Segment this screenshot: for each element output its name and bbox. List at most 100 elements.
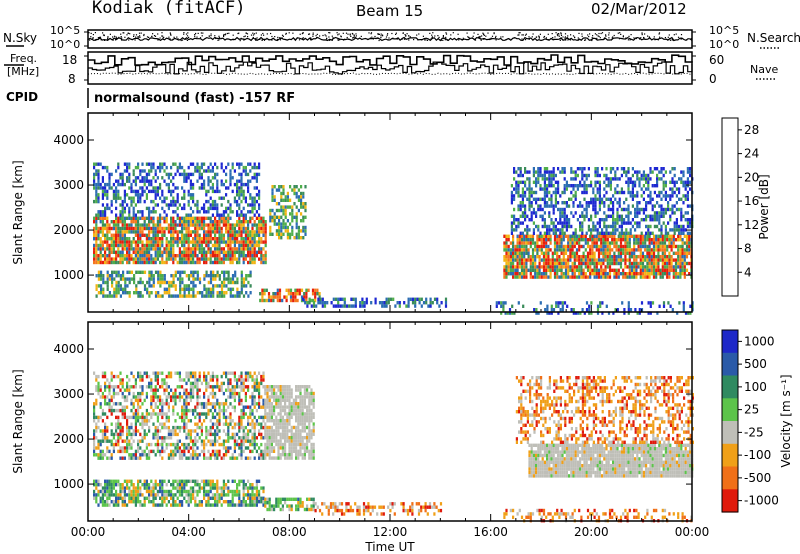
range-cell: [440, 301, 443, 305]
range-cell: [196, 199, 199, 204]
range-cell: [143, 254, 146, 258]
range-cell: [407, 297, 410, 301]
nsearch-dot: [371, 36, 373, 38]
range-cell: [589, 261, 592, 266]
range-cell: [189, 172, 192, 177]
range-cell: [238, 260, 241, 265]
range-cell: [123, 182, 126, 187]
range-cell: [236, 193, 239, 197]
range-cell: [112, 233, 115, 237]
range-cell: [189, 230, 192, 234]
range-cell: [167, 186, 170, 190]
range-cell: [575, 258, 579, 262]
range-cell: [95, 223, 98, 227]
range-cell: [612, 218, 615, 222]
range-cell: [605, 197, 608, 201]
range-cell: [657, 268, 660, 272]
nsearch-dot: [392, 37, 394, 39]
range-cell: [602, 268, 605, 272]
range-cell: [108, 381, 111, 386]
range-cell: [553, 241, 557, 245]
range-cell: [189, 182, 192, 187]
range-cell: [540, 248, 543, 252]
range-cell: [628, 265, 631, 269]
nsearch-dot: [325, 35, 327, 37]
nsearch-dot: [338, 39, 340, 41]
range-cell: [641, 258, 645, 262]
range-cell: [541, 214, 544, 218]
range-cell: [576, 167, 579, 171]
range-cell: [137, 395, 140, 399]
range-cell: [642, 177, 645, 181]
nsearch-dot: [232, 39, 234, 41]
range-cell: [134, 449, 137, 454]
nsearch-dot: [524, 37, 526, 39]
range-cell: [255, 250, 258, 254]
range-cell: [660, 214, 663, 218]
range-cell: [583, 180, 586, 184]
range-cell: [529, 265, 532, 269]
range-cell: [668, 268, 671, 272]
range-cell: [159, 165, 162, 170]
range-cell: [503, 234, 506, 238]
range-cell: [174, 287, 177, 291]
range-cell: [611, 234, 614, 238]
range-cell: [194, 254, 197, 258]
range-cell: [104, 233, 107, 237]
y-axis-label: Slant Range [km]: [11, 160, 25, 264]
range-cell: [174, 186, 177, 190]
range-cell: [170, 179, 173, 183]
range-cell: [674, 261, 678, 266]
range-cell: [222, 182, 225, 187]
range-cell: [244, 213, 247, 217]
range-cell: [609, 197, 612, 201]
range-cell: [145, 223, 148, 227]
range-cell: [179, 291, 182, 295]
range-cell: [258, 223, 261, 227]
range-cell: [117, 419, 120, 423]
range-cell: [627, 180, 630, 184]
range-cell: [548, 180, 551, 184]
nsearch-dot: [315, 35, 317, 37]
range-cell: [529, 241, 532, 245]
range-cell: [511, 304, 514, 308]
nsearch-dot: [239, 40, 241, 42]
range-cell: [593, 244, 596, 249]
range-cell: [509, 255, 512, 259]
range-cell: [572, 184, 575, 188]
range-cell: [240, 270, 243, 274]
range-cell: [613, 275, 616, 279]
range-cell: [675, 201, 678, 205]
range-cell: [115, 425, 118, 430]
range-cell: [642, 184, 645, 188]
range-cell: [225, 223, 228, 227]
range-cell: [154, 230, 157, 234]
range-cell: [670, 255, 673, 259]
range-cell: [179, 274, 182, 278]
range-cell: [520, 265, 524, 269]
range-cell: [132, 240, 135, 244]
range-cell: [110, 405, 113, 409]
range-cell: [154, 237, 157, 241]
range-cell: [161, 216, 164, 220]
range-cell: [161, 237, 164, 241]
range-cell: [253, 257, 256, 261]
range-cell: [516, 248, 519, 252]
range-cell: [178, 250, 181, 254]
range-cell: [187, 230, 190, 234]
range-cell: [170, 280, 173, 285]
range-cell: [93, 243, 96, 248]
range-cell: [543, 187, 546, 191]
range-cell: [143, 257, 146, 261]
range-cell: [536, 275, 539, 279]
range-cell: [678, 301, 681, 305]
range-cell: [289, 295, 293, 299]
range-cell: [591, 258, 594, 262]
range-cell: [117, 250, 120, 254]
nsearch-dot: [168, 36, 170, 38]
range-cell: [562, 275, 565, 279]
range-cell: [134, 165, 137, 170]
range-cell: [633, 261, 636, 266]
range-cell: [176, 260, 179, 265]
range-cell: [549, 261, 552, 266]
